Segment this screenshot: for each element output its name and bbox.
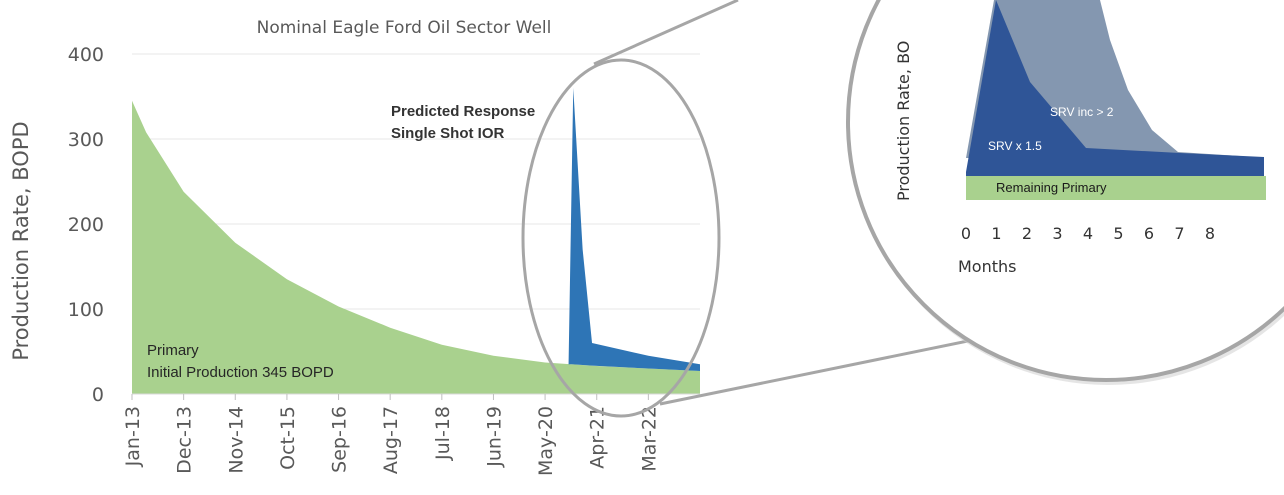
- inset-x-tick-label: 3: [1052, 224, 1062, 243]
- inset-y-axis-label: Production Rate, BO: [894, 41, 913, 201]
- inset-circle-border: [846, 0, 1284, 382]
- x-tick-label: Jul-18: [432, 406, 454, 461]
- y-axis-label: Production Rate, BOPD: [9, 121, 33, 360]
- single-shot-ior-annotation: Single Shot IOR: [391, 125, 505, 142]
- inset-srv-x15-label: SRV x 1.5: [988, 139, 1042, 153]
- inset-magnifier: SRV inc > 2 SRV x 1.5 Remaining Primary …: [846, 0, 1284, 385]
- inset-x-tick-label: 6: [1144, 224, 1154, 243]
- x-tick-label: May-20: [535, 406, 557, 476]
- inset-remaining-primary-area: [966, 176, 1266, 200]
- inset-x-tick-labels: 0 1 2 3 4 5 6 7 8: [961, 224, 1215, 243]
- single-shot-ior-area: [568, 88, 700, 372]
- x-tick-labels: Jan-13 Dec-13 Nov-14 Oct-15 Sep-16 Aug-17 Jul-…: [122, 406, 660, 476]
- initial-production-annotation: Initial Production 345 BOPD: [147, 364, 334, 381]
- y-tick-label: 300: [68, 129, 104, 151]
- x-tick-label: Mar-22: [638, 406, 660, 472]
- inset-x-tick-label: 0: [961, 224, 971, 243]
- x-tick-label: Aug-17: [380, 406, 402, 474]
- y-tick-label: 200: [68, 214, 104, 236]
- y-tick-label: 400: [68, 44, 104, 66]
- connector-line-top: [593, 0, 739, 66]
- inset-x-tick-label: 8: [1205, 224, 1215, 243]
- chart-title: Nominal Eagle Ford Oil Sector Well: [257, 18, 552, 38]
- x-tick-label: Jun-19: [483, 406, 505, 468]
- x-tick-label: Dec-13: [174, 406, 196, 474]
- x-tick-label: Oct-15: [277, 406, 299, 470]
- x-tick-marks: [131, 393, 700, 400]
- y-tick-label: 100: [68, 299, 104, 321]
- primary-area: [132, 100, 700, 394]
- inset-srv-inc-label: SRV inc > 2: [1050, 105, 1114, 119]
- y-tick-labels: 0 100 200 300 400: [68, 44, 104, 406]
- inset-x-tick-label: 2: [1022, 224, 1032, 243]
- x-tick-label: Nov-14: [225, 406, 247, 474]
- x-tick-label: Jan-13: [122, 406, 144, 467]
- inset-x-axis-label: Months: [958, 257, 1016, 276]
- inset-x-tick-label: 4: [1083, 224, 1093, 243]
- x-tick-label: Apr-21: [587, 406, 609, 469]
- primary-annotation: Primary: [147, 342, 199, 359]
- zoom-ellipse: [521, 58, 721, 418]
- inset-x-tick-label: 5: [1113, 224, 1123, 243]
- y-tick-label: 0: [92, 384, 104, 406]
- inset-x-tick-label: 1: [991, 224, 1001, 243]
- chart-areas: [132, 88, 700, 394]
- inset-remaining-primary-label: Remaining Primary: [996, 180, 1107, 195]
- inset-x-tick-label: 7: [1174, 224, 1184, 243]
- inset-srv-x15-area: [966, 0, 1264, 176]
- predicted-response-annotation: Predicted Response: [391, 103, 535, 120]
- x-tick-label: Sep-16: [329, 406, 351, 473]
